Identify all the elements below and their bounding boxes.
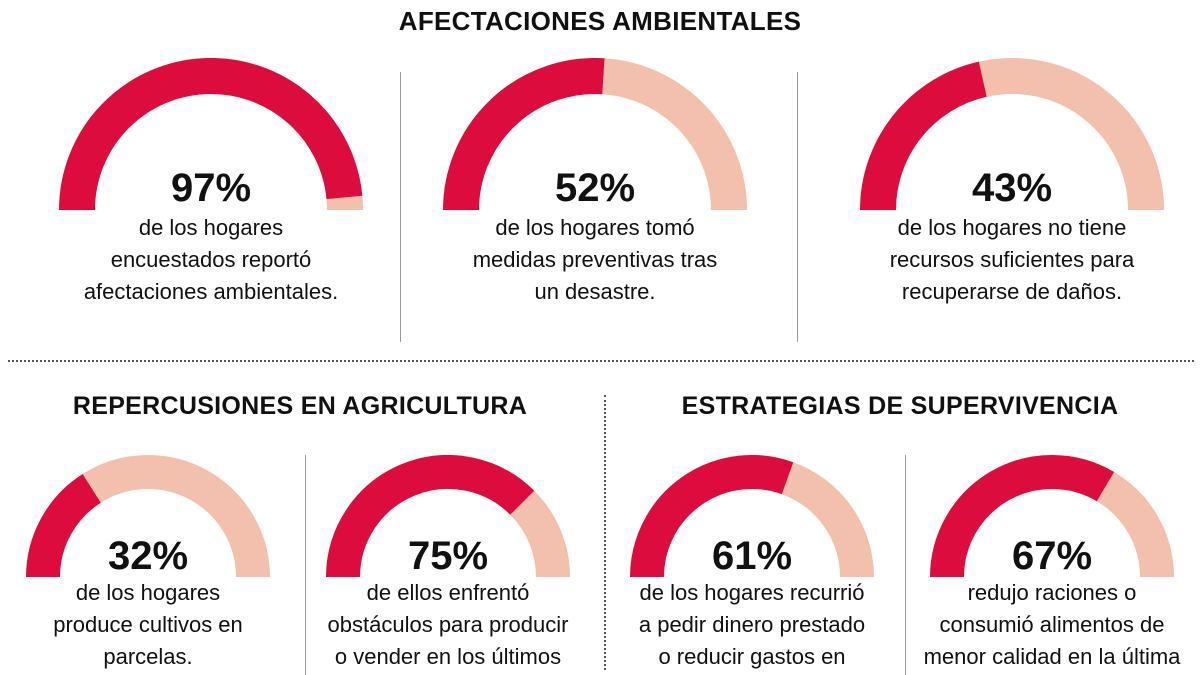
- gauge-61-remaining-arc: [781, 462, 874, 578]
- gauge-32-filled-arc: [26, 474, 102, 578]
- gauge-97-value-label: 97%: [170, 166, 252, 210]
- description-line: recuperarse de daños.: [901, 279, 1123, 304]
- title-repercusiones-agricultura: REPERCUSIONES EN AGRICULTURA: [72, 392, 528, 420]
- description-line: de los hogares recurrió: [639, 580, 865, 605]
- description-line: recursos suficientes para: [889, 247, 1135, 272]
- gauge-75-value-label: 75%: [407, 534, 489, 578]
- gauge-43-filled-arc: [860, 61, 988, 211]
- gauge-67-remaining-arc: [1096, 471, 1174, 578]
- description-line: afectaciones ambientales.: [83, 279, 339, 304]
- divider-bottom-1: [305, 455, 306, 675]
- description-line: un desastre.: [534, 279, 656, 304]
- description-line: obstáculos para producir: [327, 612, 569, 637]
- description-line: a pedir dinero prestado: [638, 612, 866, 637]
- divider-bottom-2: [905, 455, 906, 675]
- description-line: parcelas.: [103, 644, 193, 669]
- divider-horizontal-dotted: [8, 360, 1194, 362]
- divider-top-1: [400, 72, 401, 342]
- description-line: menor calidad en la última: [923, 644, 1181, 669]
- description-line: de los hogares tomó: [495, 215, 695, 240]
- gauge-61-value-label: 61%: [711, 534, 793, 578]
- description-line: de los hogares no tiene: [897, 215, 1127, 240]
- gauge-75-filled-arc: [326, 455, 535, 578]
- gauge-67-percent: [930, 455, 1174, 578]
- description-line: encuestados reportó: [110, 247, 312, 272]
- gauge-32-percent: [26, 455, 270, 578]
- description-line: redujo raciones o: [967, 580, 1137, 605]
- gauge-75-remaining-arc: [509, 490, 570, 578]
- gauge-67-filled-arc: [930, 455, 1115, 578]
- gauge-61-filled-arc: [630, 455, 794, 578]
- gauge-67-description: redujo raciones o consumió alimentos de me…: [902, 577, 1200, 673]
- gauge-97-description: de los hogares encuestados reportó afectac…: [61, 212, 361, 308]
- description-line: medidas preventivas tras: [472, 247, 718, 272]
- gauge-97-filled-arc: [59, 58, 363, 211]
- divider-top-2: [797, 72, 798, 342]
- description-line: consumió alimentos de: [939, 612, 1165, 637]
- title-afectaciones-ambientales: AFECTACIONES AMBIENTALES: [398, 6, 802, 36]
- gauge-61-percent: [630, 455, 874, 578]
- gauge-32-description: de los hogares produce cultivos en parcela…: [0, 577, 298, 673]
- gauge-97-remaining-arc: [326, 195, 364, 211]
- gauge-52-filled-arc: [443, 58, 605, 211]
- description-line: de los hogares: [75, 580, 221, 605]
- description-line: produce cultivos en: [53, 612, 243, 637]
- description-line: o reducir gastos en: [658, 644, 846, 669]
- gauge-67-value-label: 67%: [1011, 534, 1093, 578]
- description-line: o vender en los últimos: [334, 644, 562, 669]
- gauge-61-description: de los hogares recurrió a pedir dinero pr…: [602, 577, 902, 673]
- gauge-52-percent: [443, 58, 747, 211]
- gauge-32-remaining-arc: [82, 455, 270, 578]
- gauge-52-value-label: 52%: [554, 166, 636, 210]
- gauge-43-value-label: 43%: [971, 166, 1053, 210]
- gauge-75-description: de ellos enfrentó obstáculos para produci…: [298, 577, 598, 673]
- title-estrategias-supervivencia: ESTRATEGIAS DE SUPERVIVENCIA: [681, 392, 1119, 420]
- gauge-75-percent: [326, 455, 570, 578]
- gauge-32-value-label: 32%: [107, 534, 189, 578]
- divider-sections-dotted: [604, 395, 606, 670]
- gauge-52-description: de los hogares tomó medidas preventivas t…: [445, 212, 745, 308]
- gauge-97-percent: [59, 58, 364, 211]
- description-line: de los hogares: [138, 215, 284, 240]
- gauge-43-percent: [860, 58, 1164, 211]
- description-line: de ellos enfrentó: [366, 580, 530, 605]
- gauge-43-remaining-arc: [978, 58, 1164, 211]
- gauge-52-remaining-arc: [601, 58, 747, 211]
- gauge-43-description: de los hogares no tiene recursos suficien…: [862, 212, 1162, 308]
